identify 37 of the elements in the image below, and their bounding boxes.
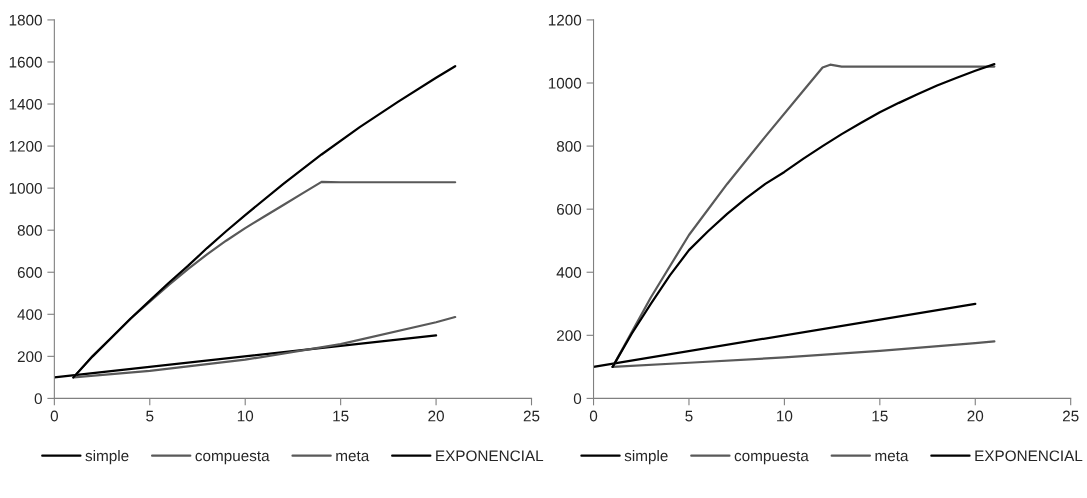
y-tick-label: 1400 xyxy=(9,98,42,110)
legend-label: simple xyxy=(85,450,129,465)
x-tick-label: 15 xyxy=(872,410,888,422)
x-tick-label: 10 xyxy=(777,410,793,422)
legend-label: EXPONENCIAL xyxy=(975,450,1083,462)
y-tick-label: 0 xyxy=(34,393,42,405)
legend-label: compuesta xyxy=(195,451,270,465)
y-tick-label: 200 xyxy=(17,351,42,363)
x-tick-label: 0 xyxy=(589,410,598,422)
x-tick-label: 15 xyxy=(333,410,349,422)
x-tick-label: 20 xyxy=(967,410,984,422)
legend-label: meta xyxy=(336,451,370,462)
x-tick-label: 25 xyxy=(1062,410,1079,422)
y-tick-label: 800 xyxy=(556,140,582,152)
legend-label: meta xyxy=(875,451,909,462)
y-tick-label: 0 xyxy=(573,393,582,405)
legend-label: simple xyxy=(624,450,668,465)
y-tick-label: 1200 xyxy=(548,14,582,26)
y-tick-label: 1800 xyxy=(9,14,42,26)
y-tick-label: 1000 xyxy=(9,183,42,194)
y-tick-label: 1600 xyxy=(9,56,42,68)
y-tick-label: 400 xyxy=(17,309,42,320)
y-tick-label: 600 xyxy=(557,204,582,215)
y-tick-label: 800 xyxy=(17,225,42,236)
y-tick-label: 1200 xyxy=(9,140,42,152)
x-tick-label: 5 xyxy=(146,410,154,422)
y-tick-label: 1000 xyxy=(548,77,582,89)
x-tick-label: 0 xyxy=(50,410,58,422)
x-tick-label: 25 xyxy=(523,410,540,422)
y-tick-label: 200 xyxy=(557,330,582,342)
y-tick-label: 600 xyxy=(17,267,42,278)
x-tick-label: 5 xyxy=(685,410,693,422)
legend-label: compuesta xyxy=(734,451,809,465)
legend-label: EXPONENCIAL xyxy=(436,450,544,462)
x-tick-label: 20 xyxy=(428,410,444,422)
y-tick-label: 400 xyxy=(556,267,582,278)
x-tick-label: 10 xyxy=(237,410,254,422)
